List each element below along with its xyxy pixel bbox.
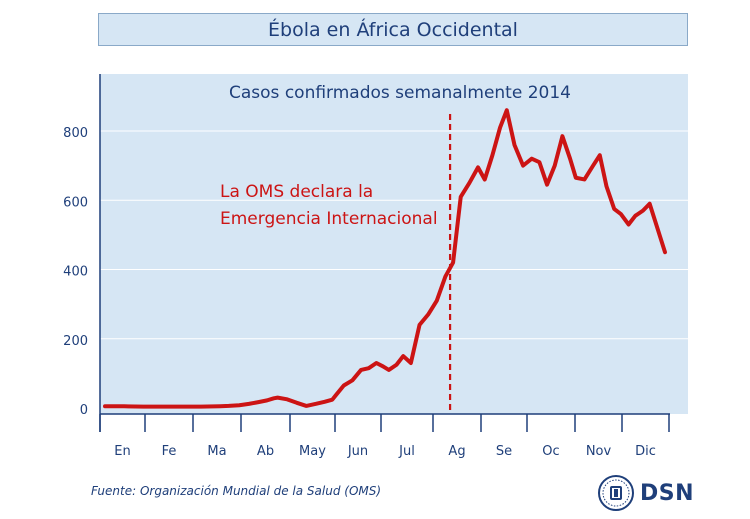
series-line bbox=[103, 108, 667, 409]
x-tick-label: Se bbox=[496, 444, 512, 459]
annotation-text-line1: La OMS declara la bbox=[220, 182, 373, 202]
chart-subtitle: Casos confirmados semanalmente 2014 bbox=[229, 83, 571, 103]
x-tick-label: Fe bbox=[162, 444, 177, 459]
axes bbox=[99, 74, 670, 432]
x-tick-label: Ag bbox=[448, 444, 465, 459]
data-points bbox=[104, 110, 666, 407]
y-tick-label: 0 bbox=[80, 403, 88, 418]
y-tick-label: 800 bbox=[63, 126, 88, 141]
source-note: Fuente: Organización Mundial de la Salud… bbox=[91, 484, 382, 498]
x-tick-label: Dic bbox=[635, 444, 656, 459]
x-tick-label: Jun bbox=[347, 444, 368, 459]
x-tick-label: Nov bbox=[586, 444, 612, 459]
chart-title-box: Ébola en África Occidental bbox=[98, 13, 688, 46]
page-title: Ébola en África Occidental bbox=[268, 18, 518, 41]
x-tick-labels: En Fe Ma Ab May Jun Jul Ag Se Oc Nov Dic bbox=[114, 444, 656, 459]
x-tick-label: Ma bbox=[207, 444, 226, 459]
plot-background bbox=[100, 74, 688, 414]
x-tick-label: Ab bbox=[257, 444, 274, 459]
dsn-logo: DSN bbox=[598, 474, 698, 512]
grid-lines bbox=[100, 130, 688, 340]
x-tick-label: En bbox=[114, 444, 130, 459]
coat-of-arms-icon bbox=[598, 475, 634, 511]
y-tick-label: 200 bbox=[63, 334, 88, 349]
y-tick-label: 600 bbox=[63, 195, 88, 210]
annotation-text-line2: Emergencia Internacional bbox=[220, 209, 438, 229]
y-tick-label: 400 bbox=[63, 265, 88, 280]
x-tick-label: Oc bbox=[542, 444, 559, 459]
x-tick-label: Jul bbox=[398, 444, 415, 459]
x-tick-label: May bbox=[299, 444, 326, 459]
y-tick-labels: 0 200 400 600 800 bbox=[63, 126, 88, 418]
logo-text: DSN bbox=[640, 480, 695, 506]
